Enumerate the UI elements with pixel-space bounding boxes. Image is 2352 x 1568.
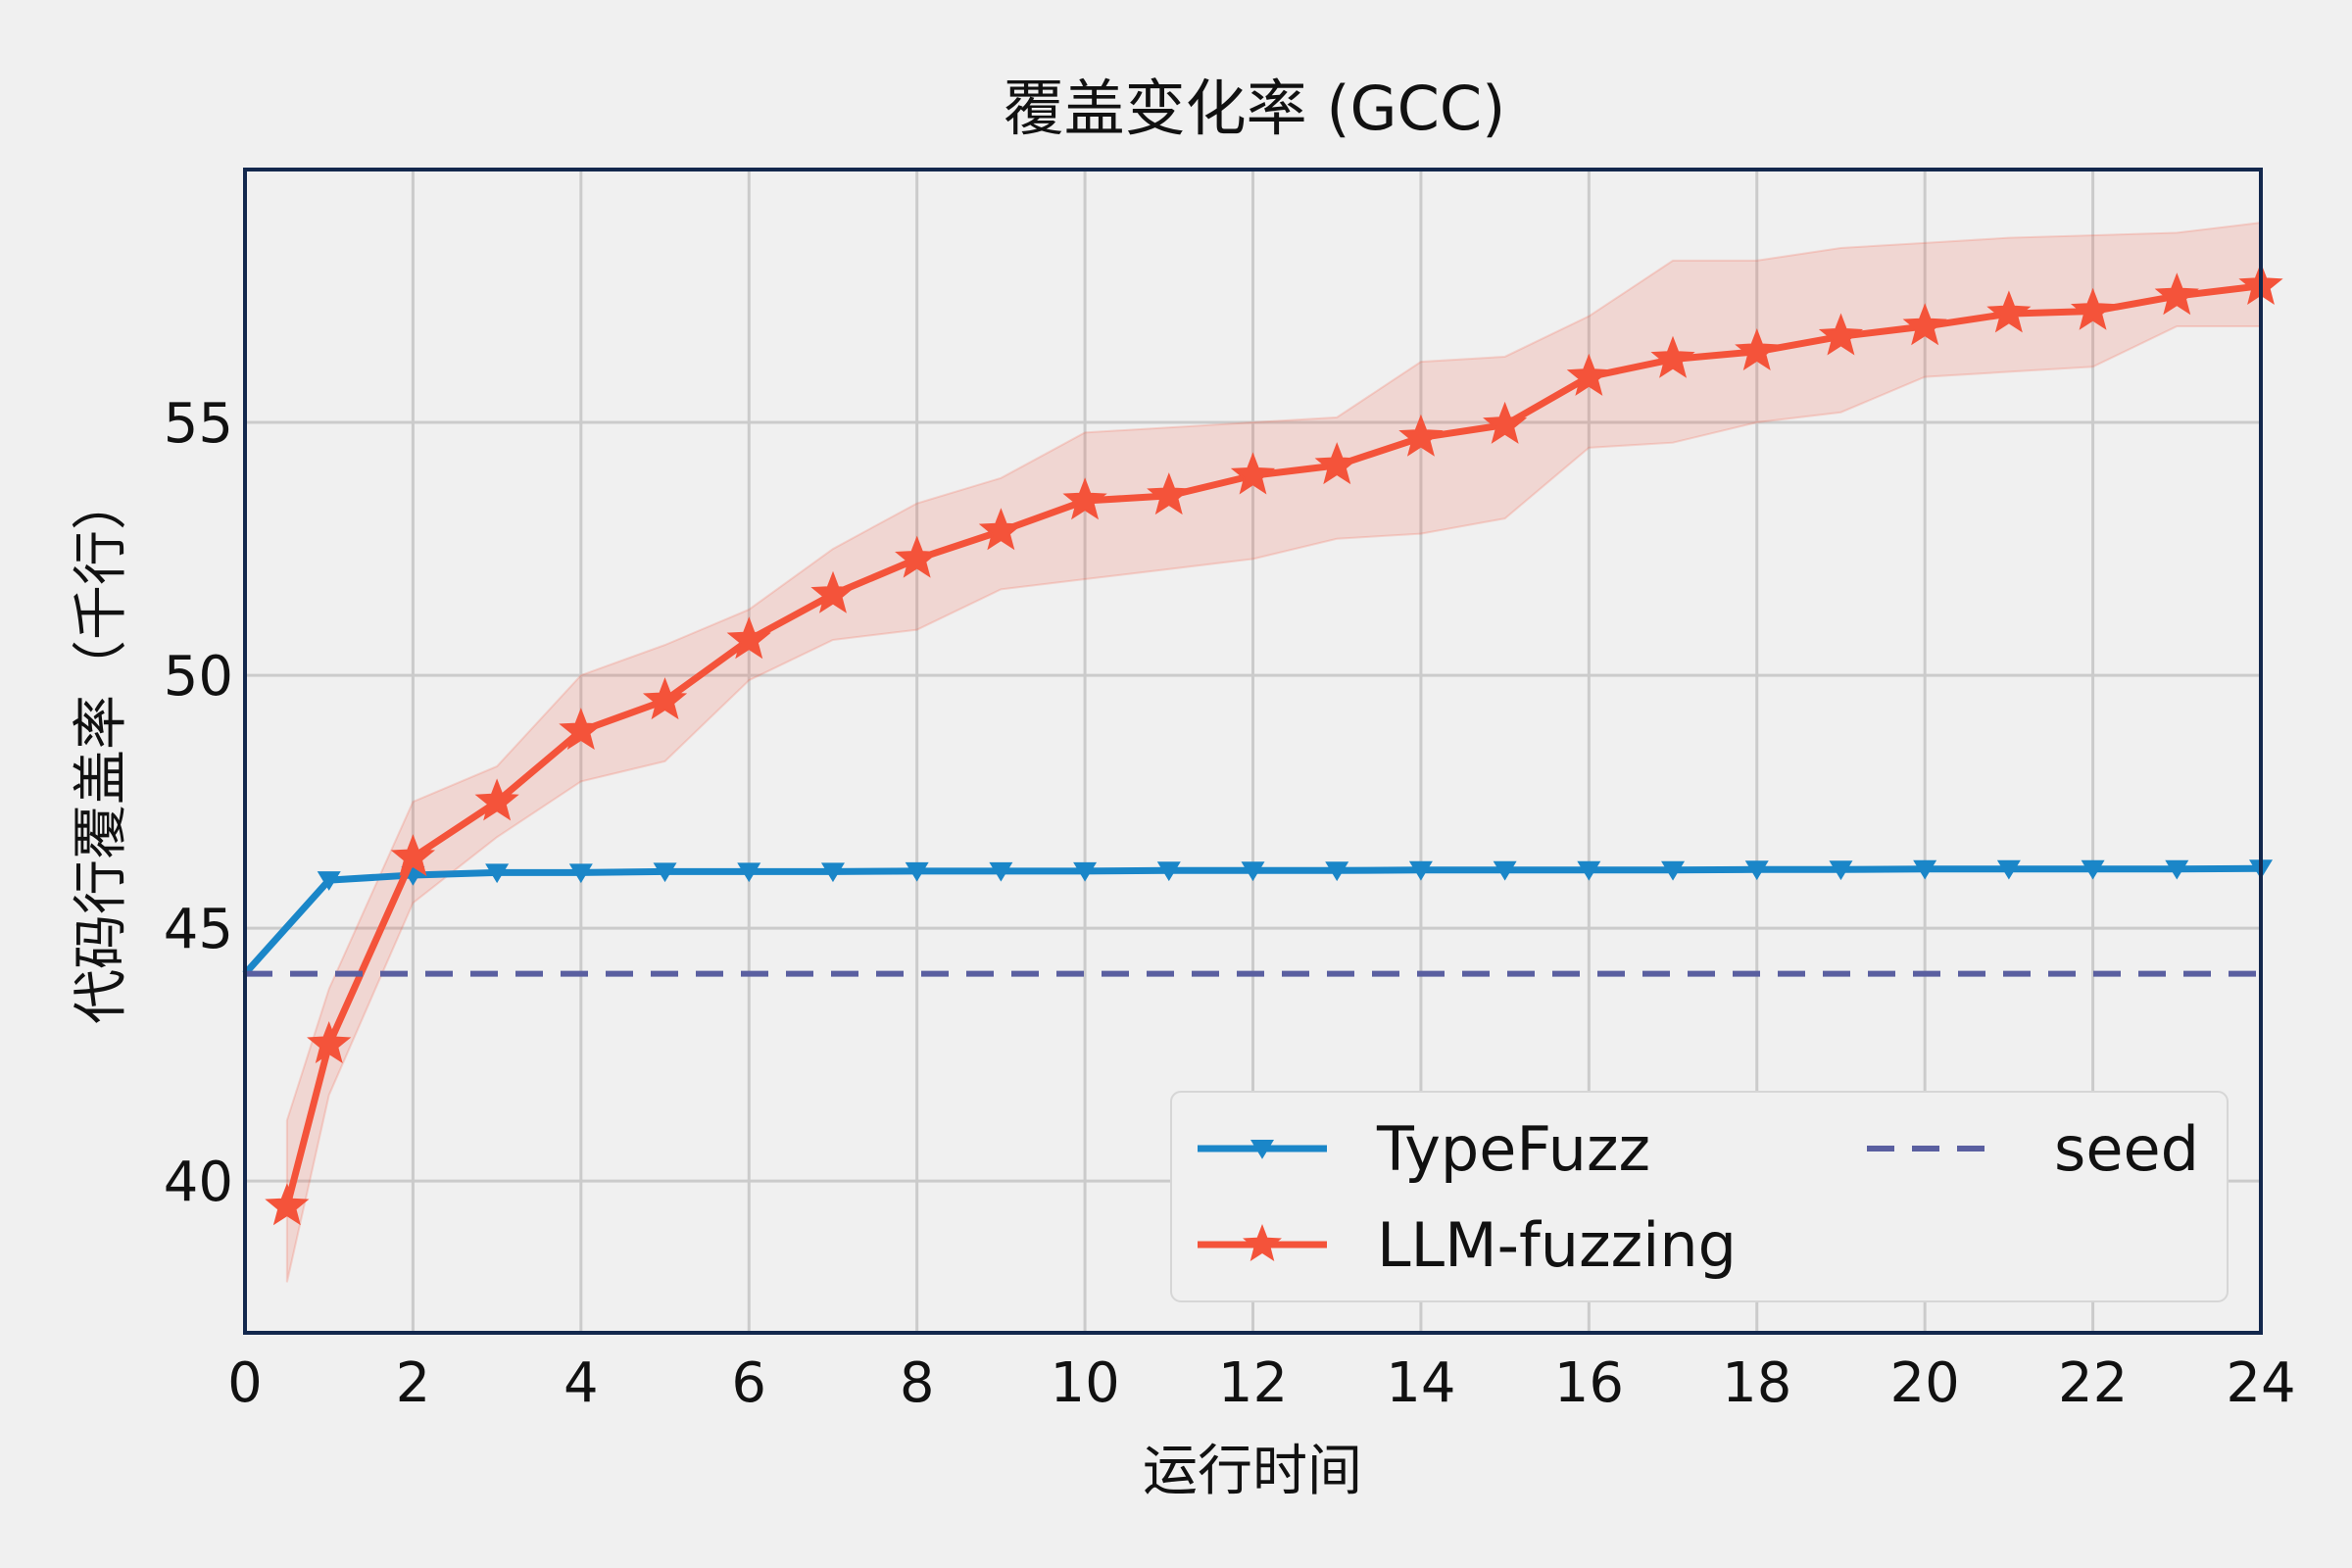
data-point — [317, 871, 341, 891]
x-tick-label: 10 — [1050, 1351, 1119, 1415]
legend-label: TypeFuzz — [1376, 1113, 1650, 1185]
legend-marker — [1243, 1224, 1282, 1261]
plot-frame — [243, 168, 2263, 1335]
x-tick-label: 20 — [1890, 1351, 1960, 1415]
data-point — [1744, 860, 1769, 881]
data-point — [905, 861, 929, 882]
data-point — [895, 535, 940, 578]
data-point — [1398, 414, 1444, 457]
data-point — [1241, 861, 1265, 882]
data-point — [642, 677, 688, 720]
x-axis-label: 运行时间 — [1143, 1440, 1362, 1503]
x-tick-label: 12 — [1218, 1351, 1288, 1415]
chart-title: 覆盖变化率 (GCC) — [1004, 73, 1506, 144]
data-point — [390, 834, 436, 877]
y-tick-label: 45 — [164, 898, 233, 961]
data-point — [1661, 860, 1686, 881]
legend-box — [1170, 1091, 2229, 1302]
y-tick-labels: 40 45 50 55 — [164, 392, 233, 1214]
x-tick-label: 4 — [564, 1351, 599, 1415]
x-tick-label: 16 — [1554, 1351, 1624, 1415]
data-point — [820, 862, 845, 883]
y-tick-label: 55 — [164, 392, 233, 456]
data-point — [1230, 452, 1276, 495]
data-point — [737, 862, 761, 883]
data-point — [653, 862, 677, 883]
data-point — [2081, 859, 2105, 880]
x-tick-labels: 0 2 4 6 8 10 12 14 16 18 20 22 24 — [227, 1351, 2295, 1415]
legend-marker — [1250, 1140, 1274, 1159]
data-point — [1913, 859, 1937, 880]
data-point — [485, 863, 510, 884]
legend-label: LLM-fuzzing — [1377, 1209, 1737, 1281]
data-point — [810, 570, 856, 613]
series-layer — [242, 262, 2283, 1226]
data-point — [1147, 472, 1192, 515]
data-point — [307, 1021, 352, 1064]
data-point — [1566, 353, 1611, 396]
data-point — [2165, 859, 2189, 880]
x-tick-label: 8 — [900, 1351, 935, 1415]
x-tick-label: 6 — [731, 1351, 766, 1415]
x-tick-label: 14 — [1386, 1351, 1455, 1415]
y-tick-label: 50 — [164, 645, 233, 709]
data-point — [989, 861, 1013, 882]
x-tick-label: 18 — [1722, 1351, 1791, 1415]
data-point — [1577, 860, 1601, 881]
legend-label: seed — [2054, 1113, 2199, 1185]
data-point — [1493, 860, 1517, 881]
data-point — [2070, 287, 2116, 330]
data-point — [1062, 477, 1107, 520]
data-point — [1408, 860, 1433, 881]
data-point — [1902, 303, 1947, 346]
x-tick-label: 0 — [227, 1351, 263, 1415]
data-point — [1735, 328, 1780, 371]
data-point — [1829, 860, 1853, 881]
data-point — [1483, 401, 1528, 444]
legend: TypeFuzz LLM-fuzzing seed — [1170, 1091, 2229, 1302]
data-point — [1073, 861, 1098, 882]
data-point — [474, 778, 519, 821]
data-point — [265, 1183, 310, 1226]
y-axis-label: 代码行覆盖率（千行） — [70, 475, 133, 1024]
data-point — [1314, 442, 1359, 485]
data-point — [1986, 290, 2032, 333]
data-point — [978, 508, 1023, 551]
data-point — [559, 708, 604, 751]
data-point — [1156, 861, 1181, 882]
data-point — [1325, 861, 1349, 882]
data-point — [726, 616, 771, 660]
x-tick-label: 2 — [396, 1351, 431, 1415]
x-tick-label: 24 — [2226, 1351, 2295, 1415]
data-point — [1996, 859, 2021, 880]
data-point — [1650, 335, 1695, 378]
y-tick-label: 40 — [164, 1151, 233, 1214]
data-point — [568, 863, 593, 884]
x-tick-label: 22 — [2058, 1351, 2128, 1415]
data-point — [1818, 313, 1864, 356]
data-point — [2154, 272, 2199, 316]
